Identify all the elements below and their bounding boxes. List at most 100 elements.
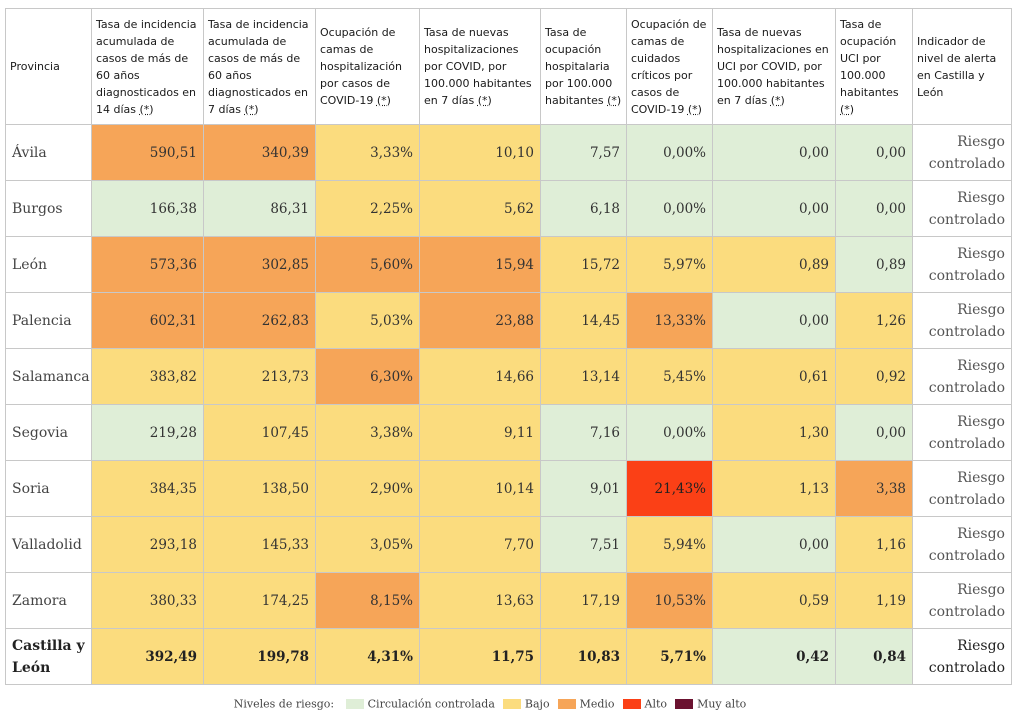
indicator-cell: 340,39 [203, 124, 316, 181]
indicator-cell: 302,85 [203, 236, 316, 293]
indicator-cell: 166,38 [91, 180, 204, 237]
indicator-cell: 573,36 [91, 236, 204, 293]
header-critical-occupancy: Ocupación de camas de cuidados críticos … [626, 8, 713, 125]
table-row: Palencia 602,31 262,83 5,03% 23,88 14,45 13,33… [5, 292, 1012, 349]
indicator-cell: 1,13 [712, 460, 836, 517]
info-link[interactable]: (*) [840, 102, 855, 116]
indicator-cell: 3,33% [315, 124, 420, 181]
indicator-cell: 590,51 [91, 124, 204, 181]
indicator-cell: 0,00 [712, 292, 836, 349]
indicator-cell: 13,14 [540, 348, 627, 405]
info-link[interactable]: (*) [244, 102, 259, 116]
indicator-cell: 0,00% [626, 404, 713, 461]
header-hospital-rate: Tasa de ocupación hospitalaria por 100.0… [540, 8, 627, 125]
info-link[interactable]: (*) [376, 94, 391, 107]
table-row: Ávila 590,51 340,39 3,33% 10,10 7,57 0,00% 0,00… [5, 124, 1012, 181]
indicator-cell: 9,11 [419, 404, 541, 461]
alert-level: Riesgo controlado [912, 348, 1012, 405]
indicator-cell: 15,72 [540, 236, 627, 293]
info-link[interactable]: (*) [139, 102, 154, 116]
legend-label: Bajo [524, 697, 550, 711]
table-row: Valladolid 293,18 145,33 3,05% 7,70 7,51 5,94%… [5, 516, 1012, 573]
indicator-cell: 14,45 [540, 292, 627, 349]
legend-swatch [622, 699, 641, 709]
indicator-cell: 11,75 [419, 628, 541, 685]
province-name: Segovia [5, 404, 92, 461]
indicator-cell: 3,05% [315, 516, 420, 573]
header-alert-level: Indicador de nivel de alerta en Castilla… [912, 8, 1012, 125]
province-name: Zamora [5, 572, 92, 629]
risk-table: Provincia Tasa de incidencia acumulada d… [5, 8, 1012, 685]
alert-level: Riesgo controlado [912, 460, 1012, 517]
legend-label: Medio [579, 697, 615, 711]
indicator-cell: 5,62 [419, 180, 541, 237]
info-link[interactable]: (*) [477, 94, 492, 107]
indicator-cell: 0,00 [835, 404, 913, 461]
indicator-cell: 2,25% [315, 180, 420, 237]
alert-level: Riesgo controlado [912, 404, 1012, 461]
indicator-cell: 0,00 [712, 180, 836, 237]
header-icu-rate: Tasa de ocupación UCI por 100.000 habita… [835, 8, 913, 125]
indicator-cell: 138,50 [203, 460, 316, 517]
indicator-cell: 5,60% [315, 236, 420, 293]
indicator-cell: 219,28 [91, 404, 204, 461]
alert-level: Riesgo controlado [912, 572, 1012, 629]
table-header: Provincia Tasa de incidencia acumulada d… [5, 8, 1012, 125]
indicator-cell: 13,63 [419, 572, 541, 629]
risk-table-container: Provincia Tasa de incidencia acumulada d… [5, 8, 1012, 685]
indicator-cell: 0,61 [712, 348, 836, 405]
province-name: Valladolid [5, 516, 92, 573]
indicator-cell: 0,89 [712, 236, 836, 293]
table-body: Ávila 590,51 340,39 3,33% 10,10 7,57 0,00% 0,00… [5, 124, 1012, 685]
indicator-cell: 5,71% [626, 628, 713, 685]
indicator-cell: 23,88 [419, 292, 541, 349]
table-row-total: Castilla y León 392,49 199,78 4,31% 11,75 10,… [5, 628, 1012, 685]
table-row: Zamora 380,33 174,25 8,15% 13,63 17,19 10,53% 0… [5, 572, 1012, 629]
indicator-cell: 0,00 [835, 180, 913, 237]
indicator-cell: 6,18 [540, 180, 627, 237]
province-name: Ávila [5, 124, 92, 181]
province-name: Burgos [5, 180, 92, 237]
indicator-cell: 293,18 [91, 516, 204, 573]
indicator-cell: 380,33 [91, 572, 204, 629]
table-row: Burgos 166,38 86,31 2,25% 5,62 6,18 0,00% 0,00 0… [5, 180, 1012, 237]
legend-swatch [675, 699, 694, 709]
indicator-cell: 0,84 [835, 628, 913, 685]
province-name: Palencia [5, 292, 92, 349]
indicator-cell: 10,53% [626, 572, 713, 629]
indicator-cell: 107,45 [203, 404, 316, 461]
indicator-cell: 86,31 [203, 180, 316, 237]
header-row: Provincia Tasa de incidencia acumulada d… [5, 8, 1012, 125]
indicator-cell: 383,82 [91, 348, 204, 405]
legend-swatch [502, 699, 521, 709]
header-provincia: Provincia [5, 8, 92, 125]
table-row: Segovia 219,28 107,45 3,38% 9,11 7,16 0,00% 1,3… [5, 404, 1012, 461]
legend-label: Circulación controlada [367, 697, 495, 711]
legend-label: Muy alto [697, 697, 747, 711]
indicator-cell: 10,83 [540, 628, 627, 685]
alert-level: Riesgo controlado [912, 516, 1012, 573]
alert-level: Riesgo controlado [912, 292, 1012, 349]
indicator-cell: 3,38% [315, 404, 420, 461]
info-link[interactable]: (*) [607, 94, 622, 107]
header-incidence-14d: Tasa de incidencia acumulada de casos de… [91, 8, 204, 125]
indicator-cell: 262,83 [203, 292, 316, 349]
indicator-cell: 0,00% [626, 124, 713, 181]
indicator-cell: 7,70 [419, 516, 541, 573]
info-link[interactable]: (*) [770, 94, 785, 107]
indicator-cell: 14,66 [419, 348, 541, 405]
indicator-cell: 1,26 [835, 292, 913, 349]
legend-swatch [345, 699, 364, 709]
indicator-cell: 5,03% [315, 292, 420, 349]
info-link[interactable]: (*) [687, 102, 702, 116]
indicator-cell: 7,57 [540, 124, 627, 181]
indicator-cell: 9,01 [540, 460, 627, 517]
indicator-cell: 6,30% [315, 348, 420, 405]
indicator-cell: 392,49 [91, 628, 204, 685]
indicator-cell: 5,97% [626, 236, 713, 293]
indicator-cell: 1,16 [835, 516, 913, 573]
indicator-cell: 1,30 [712, 404, 836, 461]
indicator-cell: 8,15% [315, 572, 420, 629]
indicator-cell: 1,19 [835, 572, 913, 629]
table-row: Salamanca 383,82 213,73 6,30% 14,66 13,14 5,45… [5, 348, 1012, 405]
